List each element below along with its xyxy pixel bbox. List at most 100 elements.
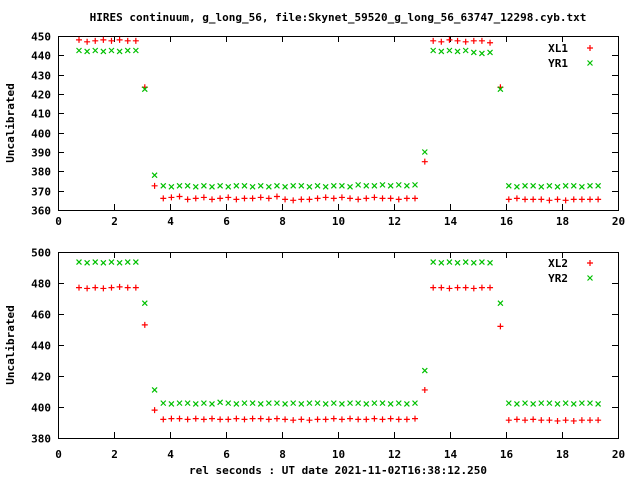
data-point-cross — [116, 259, 123, 266]
y-tick-label: 360 — [31, 205, 51, 218]
data-point-cross — [462, 47, 469, 54]
data-point-cross — [387, 400, 394, 407]
data-point-plus — [395, 416, 402, 423]
y-tick-label: 440 — [31, 50, 51, 63]
data-point-cross — [233, 182, 240, 189]
data-point-plus — [587, 260, 593, 266]
data-point-cross — [225, 183, 232, 190]
legend-marker-XL2 — [587, 260, 593, 266]
legend-marker-YR2 — [587, 275, 593, 281]
data-point-plus — [200, 416, 207, 423]
data-point-cross — [530, 400, 537, 407]
data-point-plus — [546, 197, 553, 204]
data-point-plus — [257, 415, 264, 422]
data-point-plus — [421, 158, 428, 165]
data-point-cross — [168, 183, 175, 190]
data-point-plus — [538, 196, 545, 203]
data-point-cross — [290, 400, 297, 407]
data-point-plus — [192, 195, 199, 202]
data-point-cross — [233, 400, 240, 407]
data-point-plus — [505, 196, 512, 203]
data-point-cross — [76, 47, 82, 54]
data-point-cross — [151, 172, 158, 179]
data-point-plus — [100, 36, 107, 43]
x-tick-label: 12 — [388, 448, 401, 461]
data-point-plus — [587, 196, 593, 203]
data-point-cross — [176, 400, 183, 407]
data-point-plus — [84, 38, 91, 45]
data-point-plus — [273, 193, 280, 200]
data-point-plus — [200, 194, 207, 201]
data-point-plus — [116, 283, 123, 290]
legend-marker-XL1 — [587, 45, 593, 51]
data-point-plus — [290, 417, 297, 424]
data-point-plus — [141, 321, 148, 328]
data-point-plus — [168, 194, 175, 201]
x-tick-label: 18 — [556, 215, 569, 228]
data-point-cross — [132, 47, 139, 54]
data-point-plus — [330, 415, 337, 422]
chart-title: HIRES continuum, g_long_56, file:Skynet_… — [89, 11, 587, 24]
data-point-plus — [379, 416, 386, 423]
data-point-plus — [363, 195, 370, 202]
data-point-plus — [487, 39, 494, 46]
data-point-plus — [446, 36, 453, 43]
data-point-plus — [478, 284, 485, 291]
data-point-cross — [395, 181, 402, 188]
data-point-plus — [513, 195, 520, 202]
data-point-cross — [355, 181, 362, 188]
data-point-cross — [470, 259, 477, 266]
data-point-plus — [76, 284, 82, 291]
data-point-cross — [487, 49, 493, 56]
data-point-cross — [497, 300, 504, 307]
data-point-cross — [322, 400, 329, 407]
data-point-plus — [546, 417, 553, 424]
y-tick-label: 400 — [31, 402, 51, 415]
data-point-cross — [314, 182, 321, 189]
data-point-plus — [338, 194, 345, 201]
data-point-plus — [587, 417, 593, 424]
data-point-plus — [470, 37, 477, 44]
series-XL2 — [76, 283, 602, 424]
data-point-plus — [273, 415, 280, 422]
data-point-cross — [306, 183, 313, 190]
legend-label-YR1: YR1 — [548, 57, 568, 70]
data-point-plus — [322, 194, 329, 201]
x-axis-label: rel seconds : UT date 2021-11-02T16:38:1… — [188, 464, 487, 477]
data-point-cross — [430, 259, 437, 265]
x-tick-label: 4 — [167, 448, 174, 461]
y-tick-label: 370 — [31, 186, 51, 199]
data-point-plus — [554, 417, 561, 424]
data-point-cross — [141, 300, 148, 307]
data-point-plus — [438, 38, 445, 45]
data-point-cross — [184, 400, 191, 407]
data-point-cross — [578, 183, 585, 190]
series-YR2 — [76, 259, 602, 407]
data-point-cross — [116, 48, 123, 55]
data-point-plus — [176, 193, 183, 200]
series-XL1 — [76, 36, 602, 204]
data-point-cross — [338, 182, 345, 189]
data-point-plus — [322, 416, 329, 423]
legend-label-XL2: XL2 — [548, 257, 568, 270]
data-point-plus — [379, 195, 386, 202]
data-point-cross — [176, 182, 183, 189]
data-point-plus — [265, 416, 272, 423]
legend-label-YR2: YR2 — [548, 272, 568, 285]
y-tick-label: 430 — [31, 70, 51, 83]
data-point-plus — [530, 196, 537, 203]
data-point-cross — [249, 400, 256, 407]
data-point-plus — [192, 415, 199, 422]
data-point-cross — [363, 400, 370, 407]
data-point-plus — [387, 415, 394, 422]
data-point-plus — [530, 416, 537, 423]
data-point-plus — [570, 196, 577, 203]
data-point-cross — [513, 183, 520, 190]
data-point-cross — [84, 259, 91, 266]
data-point-plus — [421, 386, 428, 393]
data-point-plus — [355, 196, 362, 203]
data-point-plus — [306, 417, 313, 424]
data-point-cross — [160, 400, 167, 407]
